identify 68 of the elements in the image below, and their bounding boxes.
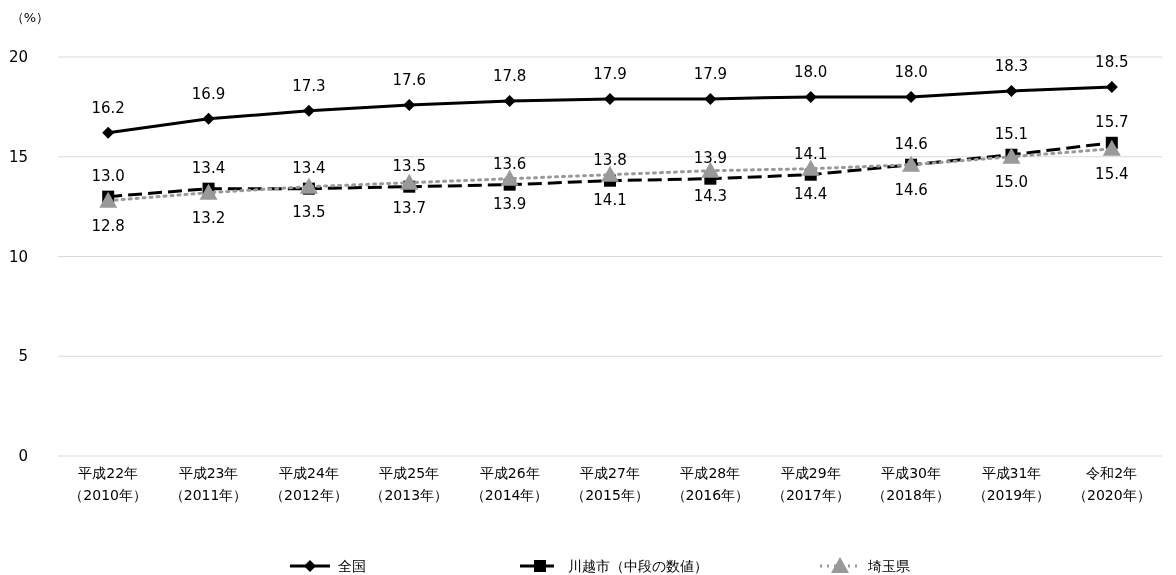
data-label: 13.4 — [191, 158, 226, 177]
data-label: 17.9 — [693, 64, 728, 83]
data-label: 14.4 — [794, 184, 828, 203]
data-label: 18.0 — [894, 62, 928, 81]
point — [704, 92, 717, 105]
point — [801, 159, 820, 176]
data-label: 17.6 — [392, 70, 426, 89]
y-tick-label: 15 — [8, 147, 28, 166]
data-label: 16.2 — [91, 98, 125, 117]
point — [199, 183, 218, 200]
point — [302, 104, 315, 117]
point — [604, 92, 616, 105]
y-axis-title: （%） — [10, 10, 50, 25]
point — [503, 94, 516, 107]
data-label: 15.4 — [1095, 164, 1129, 183]
data-label: 17.8 — [492, 66, 527, 85]
x-tick-label: 平成28年（2016年） — [671, 465, 750, 503]
x-tick-label: 平成22年（2010年） — [69, 465, 147, 503]
data-label: 15.1 — [994, 124, 1029, 143]
data-label: 14.1 — [593, 190, 627, 209]
data-label: 17.3 — [292, 76, 326, 95]
point — [1102, 139, 1121, 156]
x-tick-label: 平成30年（2018年） — [872, 465, 950, 503]
data-label: 13.2 — [191, 208, 226, 227]
y-tick-label: 10 — [8, 247, 28, 266]
data-label: 13.9 — [492, 194, 527, 213]
data-label: 13.6 — [492, 154, 527, 173]
x-tick-label: 平成29年（2017年） — [771, 465, 850, 503]
x-tick-label: 平成26年（2014年） — [470, 465, 549, 503]
data-label: 18.3 — [994, 56, 1029, 75]
data-label: 17.9 — [593, 64, 627, 83]
point — [500, 169, 519, 186]
data-label: 16.9 — [191, 84, 226, 103]
x-tick-label: 平成25年（2013年） — [370, 465, 449, 503]
x-tick-label: 平成31年（2019年） — [972, 465, 1051, 503]
data-label: 18.5 — [1095, 52, 1129, 71]
x-tick-label: 平成23年（2011年） — [169, 465, 248, 503]
legend-label: 全国 — [338, 558, 366, 574]
data-label: 15.7 — [1095, 112, 1129, 131]
y-tick-label: 5 — [18, 347, 28, 366]
legend-label: 埼玉県 — [867, 558, 910, 574]
point — [99, 191, 118, 208]
data-label: 15.0 — [994, 172, 1029, 191]
data-label: 13.0 — [91, 166, 125, 185]
y-tick-label: 20 — [8, 48, 28, 66]
data-label: 18.0 — [794, 62, 828, 81]
data-label: 13.5 — [292, 202, 326, 221]
data-label: 13.5 — [392, 156, 426, 175]
point — [299, 177, 318, 194]
data-label: 14.1 — [794, 144, 828, 163]
data-label: 13.8 — [593, 150, 627, 169]
x-tick-label: 平成27年（2015年） — [571, 465, 649, 503]
point — [102, 126, 115, 139]
data-label: 13.4 — [292, 158, 326, 177]
x-tick-label: 令和2年（2020年） — [1073, 465, 1151, 503]
legend-label: 川越市（中段の数値） — [568, 558, 708, 574]
data-label: 14.6 — [894, 134, 928, 153]
point — [400, 173, 419, 190]
data-label: 13.9 — [693, 148, 728, 167]
point — [601, 165, 619, 182]
x-tick-label: 平成24年（2012年） — [270, 465, 348, 503]
data-label: 13.7 — [392, 198, 426, 217]
data-label: 14.6 — [894, 180, 928, 199]
y-tick-label: 0 — [18, 447, 28, 465]
point — [202, 112, 215, 125]
data-label: 12.8 — [91, 216, 125, 235]
point — [1005, 84, 1018, 97]
data-label: 14.3 — [693, 186, 728, 205]
